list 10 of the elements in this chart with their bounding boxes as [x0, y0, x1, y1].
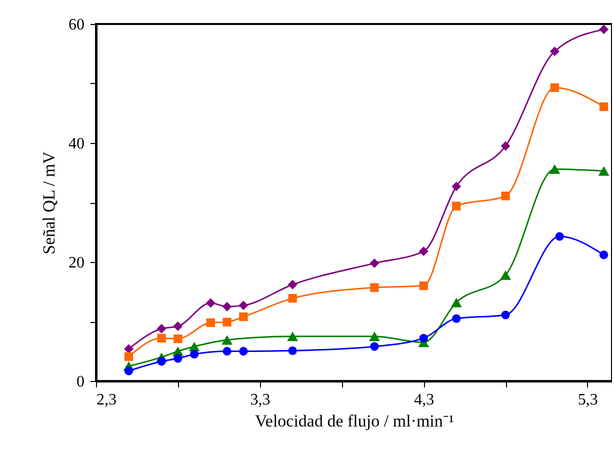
y-axis-title: Señal QL / mV — [40, 150, 58, 254]
y-tick-label: 0 — [76, 374, 84, 390]
y-tick-label: 20 — [68, 254, 84, 272]
x-tick-label: 4,3 — [414, 392, 434, 408]
x-tick-label: 3,3 — [250, 392, 270, 408]
x-axis-title: Velocidad de flujo / ml·min⁻¹ — [254, 412, 454, 430]
x-tick-label: 2,3 — [96, 392, 116, 408]
y-tick-label: 60 — [68, 16, 84, 34]
x-tick-label: 5,3 — [578, 392, 598, 408]
y-tick-label: 40 — [68, 136, 84, 152]
